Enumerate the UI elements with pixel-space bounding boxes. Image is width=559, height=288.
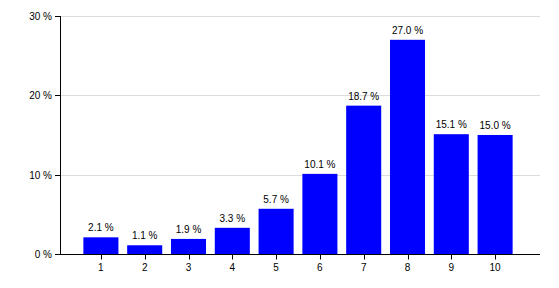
x-tick-label: 4 bbox=[230, 262, 236, 273]
y-tick bbox=[55, 95, 60, 96]
chart-container: 0 % 10 % 20 % 30 % 2.1 % 1.1 % 1.9 % 3.3 % 5.7 %… bbox=[0, 0, 559, 288]
x-tick bbox=[232, 255, 233, 260]
y-tick bbox=[55, 254, 60, 255]
bar bbox=[478, 135, 513, 254]
data-label: 27.0 % bbox=[392, 25, 423, 36]
bar bbox=[215, 228, 250, 254]
x-tick-label: 5 bbox=[273, 262, 279, 273]
x-tick bbox=[101, 255, 102, 260]
data-label: 2.1 % bbox=[88, 222, 114, 233]
data-label: 1.9 % bbox=[176, 224, 202, 235]
x-tick bbox=[364, 255, 365, 260]
x-tick-label: 10 bbox=[490, 262, 502, 273]
x-tick bbox=[189, 255, 190, 260]
bar bbox=[259, 209, 294, 254]
x-tick-label: 8 bbox=[405, 262, 411, 273]
x-tick bbox=[408, 255, 409, 260]
y-tick bbox=[55, 175, 60, 176]
data-label: 15.1 % bbox=[436, 119, 467, 130]
data-label: 15.0 % bbox=[480, 120, 511, 131]
y-axis bbox=[60, 16, 61, 254]
y-tick bbox=[55, 16, 60, 17]
x-tick-label: 2 bbox=[142, 262, 148, 273]
x-tick-label: 3 bbox=[186, 262, 192, 273]
x-tick bbox=[145, 255, 146, 260]
data-label: 5.7 % bbox=[263, 194, 289, 205]
bars bbox=[83, 40, 512, 254]
data-label: 1.1 % bbox=[132, 230, 158, 241]
x-tick-label: 9 bbox=[449, 262, 455, 273]
grid bbox=[60, 17, 540, 255]
grid-line bbox=[60, 16, 540, 17]
bar bbox=[171, 239, 206, 254]
x-tick bbox=[320, 255, 321, 260]
data-label: 10.1 % bbox=[304, 159, 335, 170]
chart-svg: 0 % 10 % 20 % 30 % 2.1 % 1.1 % 1.9 % 3.3 % 5.7 %… bbox=[0, 0, 559, 288]
bar bbox=[127, 245, 162, 254]
x-tick-label: 6 bbox=[317, 262, 323, 273]
grid-line bbox=[60, 95, 540, 96]
bar bbox=[302, 174, 337, 254]
bar bbox=[390, 40, 425, 254]
y-tick-label: 0 % bbox=[35, 249, 52, 260]
x-tick-label: 1 bbox=[98, 262, 104, 273]
y-tick-label: 10 % bbox=[29, 170, 52, 181]
x-axis bbox=[60, 254, 540, 255]
bar bbox=[83, 237, 118, 254]
bar bbox=[434, 134, 469, 254]
bar bbox=[346, 106, 381, 254]
x-tick bbox=[495, 255, 496, 260]
data-label: 18.7 % bbox=[348, 91, 379, 102]
x-tick-label: 7 bbox=[361, 262, 367, 273]
x-tick bbox=[276, 255, 277, 260]
y-tick-label: 30 % bbox=[29, 11, 52, 22]
y-tick-label: 20 % bbox=[29, 90, 52, 101]
data-label: 3.3 % bbox=[220, 213, 246, 224]
grid-line bbox=[60, 254, 540, 255]
x-tick bbox=[451, 255, 452, 260]
